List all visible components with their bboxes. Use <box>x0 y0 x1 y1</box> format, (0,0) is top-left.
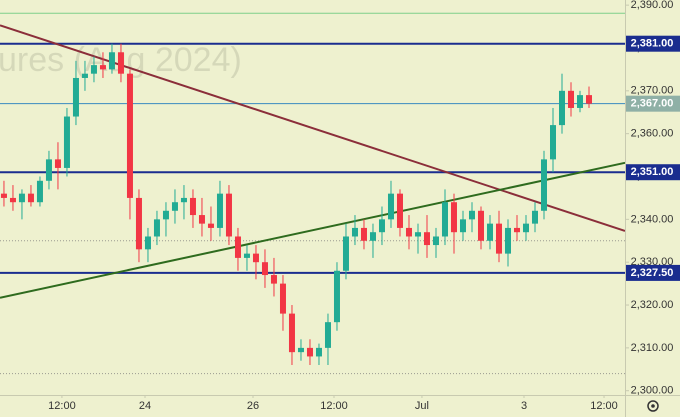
candle-body <box>189 197 196 216</box>
candle-body <box>90 65 97 74</box>
level-label-box <box>626 164 680 181</box>
candle-body <box>423 232 430 246</box>
plot-area: ures (Aug 2024) <box>0 12 626 375</box>
candle-body <box>54 159 61 168</box>
candle-body <box>369 232 376 241</box>
candle-body <box>27 193 34 203</box>
level-label-box <box>626 264 680 281</box>
candle-body <box>324 322 331 348</box>
candle-body <box>432 236 439 246</box>
trend-line <box>0 161 626 299</box>
candle-body <box>351 227 358 237</box>
candle-body <box>333 270 340 323</box>
candle-body <box>558 90 565 126</box>
candle-body <box>261 262 268 276</box>
y-tick-label: 2,370.00 <box>631 85 674 97</box>
candle-body <box>45 159 52 181</box>
gear-center[interactable] <box>651 404 655 408</box>
y-tick-label: 2,300.00 <box>631 385 674 397</box>
candle-body <box>153 219 160 237</box>
candle-body <box>378 219 385 233</box>
y-tick-label: 2,320.00 <box>631 299 674 311</box>
candle-body <box>387 193 394 220</box>
level-label: 2,351.00 <box>631 166 674 178</box>
candle-body <box>459 219 466 233</box>
trend-line <box>0 24 626 232</box>
candle-body <box>99 65 106 70</box>
candle-body <box>486 223 493 241</box>
candle-body <box>567 90 574 108</box>
candle-body <box>36 180 43 203</box>
x-tick-label: 12:00 <box>48 400 76 412</box>
candle-body <box>234 236 241 258</box>
candle-body <box>117 52 124 74</box>
x-tick-label: 3 <box>521 400 527 412</box>
candle-body <box>450 202 457 233</box>
candle-body <box>315 347 322 357</box>
settings-icon[interactable] <box>647 400 659 412</box>
candle-body <box>306 347 313 357</box>
candle-body <box>180 197 187 203</box>
candle-body <box>279 283 286 314</box>
candle-body <box>495 223 502 254</box>
candle-body <box>135 197 142 250</box>
candle-body <box>81 73 88 78</box>
candle-body <box>297 347 304 353</box>
candle-body <box>63 116 70 168</box>
candle-body <box>162 210 169 220</box>
candle-body <box>144 236 151 250</box>
gear[interactable] <box>647 400 659 412</box>
x-tick-label: 12:00 <box>590 400 618 412</box>
candle-body <box>396 193 403 228</box>
candle-body <box>477 210 484 241</box>
candle-body <box>216 193 223 228</box>
level-label-box <box>626 95 680 112</box>
candle-body <box>288 313 295 353</box>
level-label-box <box>626 35 680 52</box>
candle-body <box>504 227 511 254</box>
candle-body <box>576 95 583 108</box>
candle-body <box>270 275 277 284</box>
x-tick-label: Jul <box>415 400 429 412</box>
candle-body <box>243 253 250 258</box>
y-tick-label: 2,340.00 <box>631 213 674 225</box>
candle-body <box>225 193 232 237</box>
candle-body <box>513 227 520 233</box>
candle-body <box>0 193 7 198</box>
candle-body <box>585 95 592 104</box>
candle-body <box>531 210 538 224</box>
candle-body <box>342 236 349 271</box>
y-tick-label: 2,310.00 <box>631 342 674 354</box>
candle-body <box>108 52 115 70</box>
candle-body <box>540 159 547 211</box>
candle-body <box>207 223 214 228</box>
candle-body <box>126 73 133 198</box>
candle-body <box>9 197 16 203</box>
candle-body <box>18 193 25 203</box>
level-label: 2,327.50 <box>631 267 674 279</box>
candle-body <box>405 227 412 237</box>
candle-body <box>198 215 205 224</box>
candle-body <box>360 227 367 241</box>
candle-body <box>252 253 259 263</box>
candle-body <box>468 210 475 220</box>
candle-body <box>171 202 178 211</box>
candle-body <box>522 223 529 233</box>
x-tick-label: 26 <box>247 400 259 412</box>
y-tick-label: 2,360.00 <box>631 128 674 140</box>
x-tick-label: 12:00 <box>320 400 348 412</box>
x-tick-label: 24 <box>139 400 151 412</box>
y-tick-label: 2,390.00 <box>631 0 674 11</box>
candle-body <box>72 77 79 117</box>
candle-body <box>441 202 448 237</box>
level-label: 2,381.00 <box>631 38 674 50</box>
candle-body <box>414 232 421 237</box>
candle-body <box>549 125 556 160</box>
level-label: 2,367.00 <box>631 98 674 110</box>
